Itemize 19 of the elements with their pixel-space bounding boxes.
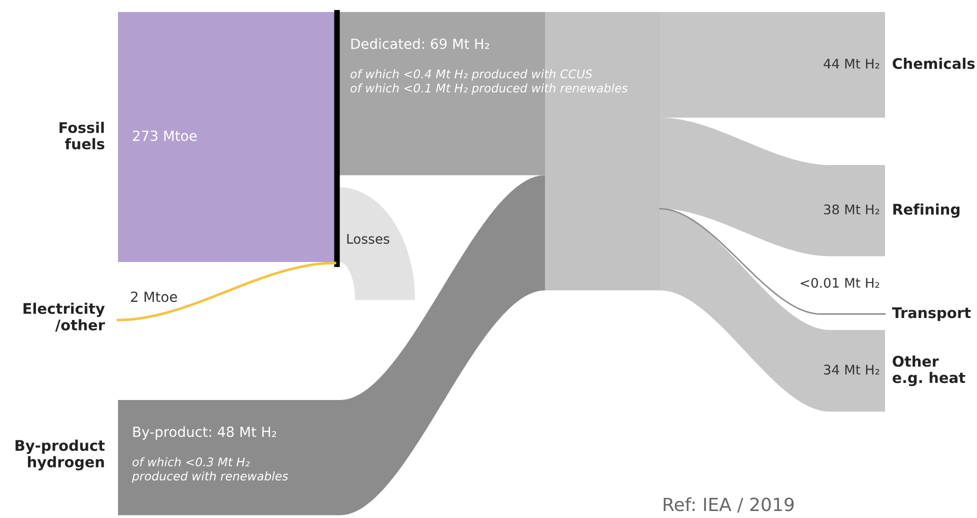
category-label: Fossil fuels <box>60 122 104 150</box>
data-label: 44 Mt H₂ <box>824 58 880 68</box>
category-label: Other e.g. heat <box>892 356 966 386</box>
data-label: 273 Mtoe <box>133 130 197 142</box>
data-label: By-product: 48 Mt H₂ <box>133 426 276 440</box>
category-label: Chemicals <box>892 58 975 70</box>
category-label: By-product hydrogen <box>16 440 105 470</box>
text: Ref: IEA / 2019 <box>664 497 794 513</box>
category-label: Transport <box>892 307 971 322</box>
text: Dedicated: 69 Mt H₂ <box>351 38 490 50</box>
data-label: <0.01 Mt H₂ <box>800 278 880 288</box>
category-label: Refining <box>893 203 960 218</box>
category-label: Electricity /other <box>24 302 105 332</box>
data-label: 2 Mtoe <box>131 292 177 302</box>
data-label: 38 Mt H₂ <box>824 204 880 214</box>
data-label: 34 Mt H₂ <box>824 364 880 375</box>
text: of which <0.4 Mt H₂ produced with CCUS of which <0.1 Mt H₂ produced with renewables <box>350 69 628 95</box>
text: Losses <box>347 234 390 244</box>
text: of which <0.3 Mt H₂ produced with renewables <box>132 457 288 483</box>
